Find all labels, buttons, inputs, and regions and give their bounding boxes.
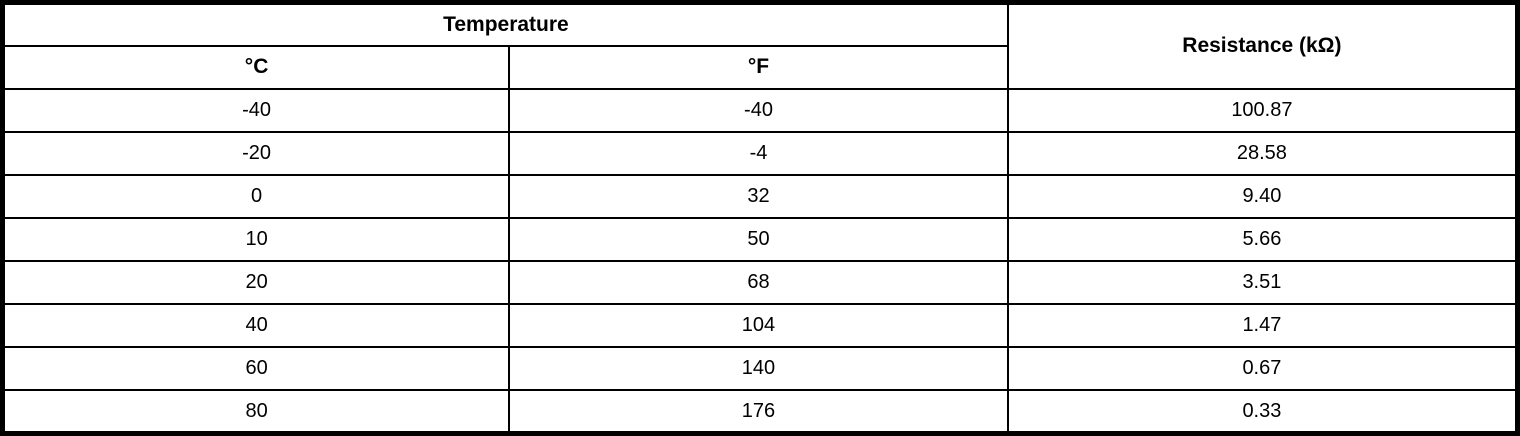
cell-celsius: 40 — [1, 303, 511, 349]
cell-fahrenheit: 104 — [508, 303, 1009, 349]
header-row-group: Temperature Resistance (kΩ) — [1, 1, 1519, 90]
table-row: 20 68 3.51 — [1, 259, 1519, 306]
table-header: Temperature Resistance (kΩ) °C °F — [1, 1, 1519, 90]
table-row: 10 50 5.66 — [1, 216, 1519, 263]
header-fahrenheit: °F — [508, 44, 1009, 90]
cell-celsius: 10 — [1, 216, 511, 263]
cell-resistance: 28.58 — [1006, 130, 1519, 176]
table-row: -20 -4 28.58 — [1, 130, 1519, 176]
table-row: 60 140 0.67 — [1, 346, 1519, 392]
cell-celsius: 80 — [1, 389, 511, 435]
cell-celsius: 60 — [1, 346, 511, 392]
cell-celsius: -20 — [1, 130, 511, 176]
cell-celsius: 0 — [1, 173, 511, 219]
cell-fahrenheit: -4 — [508, 130, 1009, 176]
header-temperature-group: Temperature — [1, 1, 1009, 47]
table-row: 80 176 0.33 — [1, 389, 1519, 435]
header-resistance: Resistance (kΩ) — [1006, 1, 1519, 90]
cell-fahrenheit: -40 — [508, 87, 1009, 133]
cell-fahrenheit: 140 — [508, 346, 1009, 392]
table-body: -40 -40 100.87 -20 -4 28.58 0 32 9.40 10… — [1, 87, 1519, 435]
cell-resistance: 3.51 — [1006, 259, 1519, 306]
cell-resistance: 0.33 — [1006, 389, 1519, 435]
cell-resistance: 9.40 — [1006, 173, 1519, 219]
cell-fahrenheit: 50 — [508, 216, 1009, 263]
cell-resistance: 1.47 — [1006, 303, 1519, 349]
header-row-units: °C °F — [1, 44, 1518, 90]
table-row: 0 32 9.40 — [1, 173, 1519, 219]
cell-fahrenheit: 68 — [508, 259, 1009, 306]
table-row: -40 -40 100.87 — [1, 87, 1519, 133]
cell-resistance: 0.67 — [1006, 346, 1519, 392]
cell-resistance: 5.66 — [1006, 216, 1519, 263]
cell-resistance: 100.87 — [1006, 87, 1519, 133]
cell-celsius: -40 — [1, 87, 511, 133]
cell-celsius: 20 — [1, 259, 511, 306]
cell-fahrenheit: 176 — [508, 389, 1009, 435]
header-celsius: °C — [1, 44, 511, 90]
cell-fahrenheit: 32 — [508, 173, 1009, 219]
table-row: 40 104 1.47 — [1, 303, 1519, 349]
